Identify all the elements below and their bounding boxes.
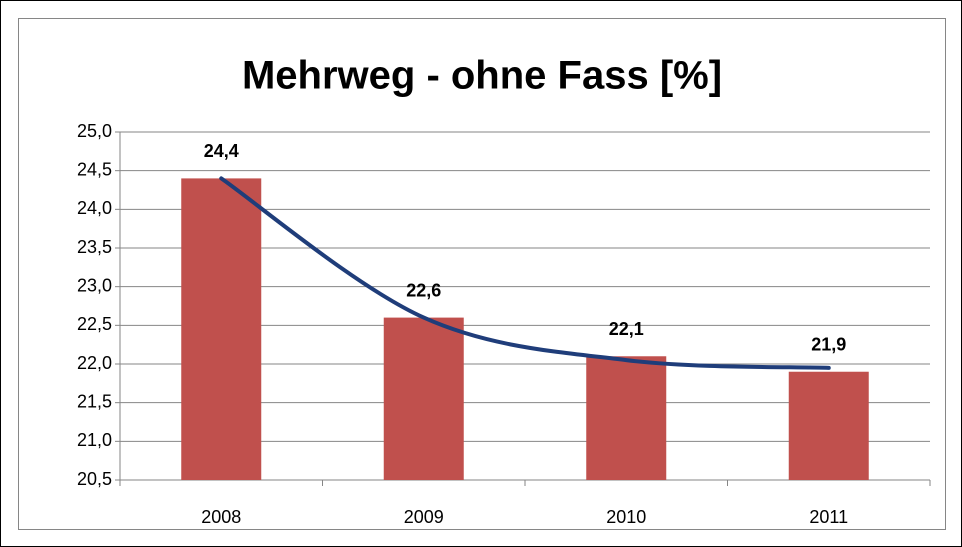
trendline <box>219 176 831 370</box>
bar <box>586 356 667 480</box>
data-label: 21,9 <box>811 334 846 354</box>
data-label: 22,6 <box>406 280 441 300</box>
bar <box>383 317 464 480</box>
data-label: 24,4 <box>204 141 239 161</box>
y-tick-label: 23,0 <box>77 275 112 295</box>
x-tick-label: 2008 <box>201 507 241 527</box>
chart-title: Mehrweg - ohne Fass [%] <box>242 54 722 98</box>
y-tick-label: 24,0 <box>77 198 112 218</box>
y-tick-label: 22,5 <box>77 314 112 334</box>
y-tick-label: 21,5 <box>77 391 112 411</box>
y-tick-label: 23,5 <box>77 237 112 257</box>
bar <box>788 371 869 480</box>
data-label: 22,1 <box>609 319 644 339</box>
x-tick-label: 2009 <box>404 507 444 527</box>
y-tick-label: 21,0 <box>77 430 112 450</box>
y-tick-label: 20,5 <box>77 469 112 489</box>
bar <box>181 178 262 480</box>
y-tick-label: 25,0 <box>77 121 112 141</box>
x-tick-label: 2011 <box>809 507 848 527</box>
y-tick-label: 22,0 <box>77 353 112 373</box>
x-tick-label: 2010 <box>606 507 646 527</box>
y-tick-label: 24,5 <box>77 159 112 179</box>
